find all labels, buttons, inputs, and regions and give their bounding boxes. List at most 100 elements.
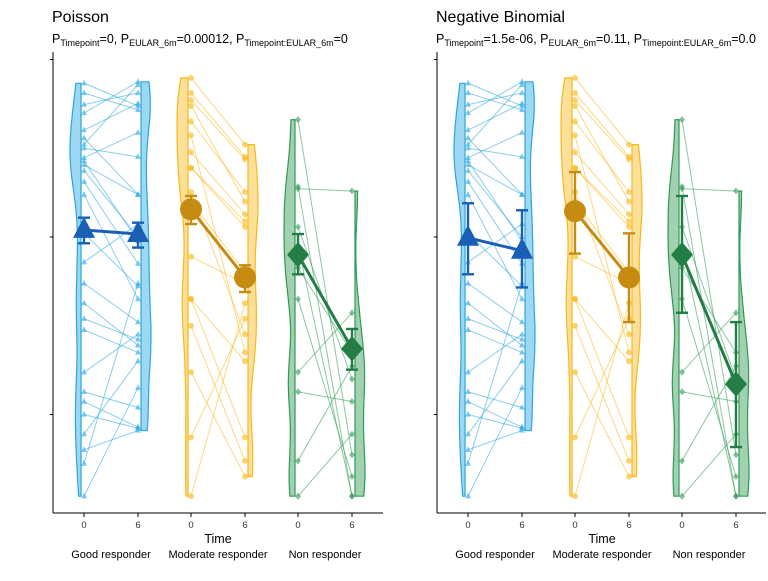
panel-subtitle: PTimepoint=1.5e-06, PEULAR_6m=0.11, PTim… (436, 32, 756, 48)
individual-point-t6 (733, 492, 739, 500)
individual-point-t0 (572, 493, 578, 500)
individual-point-t0 (295, 368, 301, 376)
x-tick-label: 6 (349, 520, 354, 531)
individual-line (83, 82, 139, 107)
panel-title: Negative Binomial (436, 9, 565, 26)
individual-line (574, 167, 630, 228)
x-tick-label: 6 (626, 520, 631, 531)
individual-point-t0 (295, 223, 301, 231)
individual-line (681, 391, 737, 403)
individual-line (83, 387, 139, 497)
individual-point-t0 (188, 89, 194, 96)
individual-point-t0 (188, 118, 194, 125)
individual-point-t0 (188, 149, 194, 156)
individual-line (467, 194, 523, 300)
individual-point-t0 (188, 96, 194, 103)
group-label: Moderate responder (168, 549, 267, 561)
individual-point-t0 (188, 296, 194, 303)
individual-point-t0 (465, 326, 471, 332)
group-label: Non responder (673, 549, 746, 561)
summary-point-t0 (564, 200, 586, 223)
individual-point-t6 (519, 318, 525, 325)
individual-point-t0 (188, 102, 194, 109)
individual-point-t0 (465, 299, 471, 306)
individual-point-t6 (519, 295, 525, 302)
group-label: Non responder (289, 549, 362, 561)
individual-line (190, 371, 246, 477)
individual-point-t6 (135, 129, 141, 135)
x-tick-label: 6 (135, 520, 140, 531)
individual-line (297, 245, 353, 497)
individual-line (83, 164, 139, 196)
individual-point-t0 (81, 492, 87, 499)
individual-point-t6 (135, 78, 141, 85)
individual-point-t0 (188, 369, 194, 376)
individual-point-t0 (572, 74, 578, 81)
individual-line (681, 267, 737, 353)
individual-point-t6 (242, 358, 248, 365)
individual-point-t0 (81, 101, 87, 107)
individual-point-t0 (81, 388, 87, 395)
individual-point-t6 (626, 198, 632, 205)
summary-line (680, 254, 738, 385)
individual-point-t6 (242, 300, 248, 307)
individual-point-t0 (679, 388, 685, 396)
x-axis-label: Time (588, 532, 615, 546)
individual-point-t6 (135, 426, 141, 433)
individual-point-t0 (572, 369, 578, 376)
summary-point-t0 (287, 242, 309, 268)
individual-point-t0 (465, 141, 471, 147)
individual-point-t0 (465, 157, 471, 164)
individual-line (83, 92, 139, 111)
individual-point-t6 (733, 187, 739, 195)
individual-line (574, 92, 630, 158)
individual-line (574, 325, 630, 462)
individual-line (574, 298, 630, 438)
individual-line (297, 365, 353, 462)
x-tick-label: 0 (679, 520, 684, 531)
individual-point-t0 (465, 178, 471, 184)
individual-line (83, 283, 139, 464)
y-tick-label: 1 (42, 410, 47, 421)
individual-point-t6 (519, 191, 525, 197)
individual-line (190, 151, 246, 215)
individual-line (83, 401, 139, 428)
individual-point-t0 (572, 434, 578, 441)
individual-point-t0 (572, 96, 578, 103)
violin-t0 (667, 119, 680, 497)
x-tick-label: 6 (519, 520, 524, 531)
individual-line (681, 298, 737, 477)
y-tick-label: 100 (415, 233, 431, 244)
individual-line (190, 298, 246, 438)
individual-point-t0 (81, 446, 87, 452)
x-tick-label: 0 (188, 520, 193, 531)
individual-point-t0 (465, 388, 471, 395)
individual-point-t0 (188, 74, 194, 81)
y-tick-label: 100 (31, 233, 47, 244)
individual-point-t6 (626, 218, 632, 225)
individual-point-t6 (519, 335, 525, 342)
individual-line (190, 302, 246, 497)
individual-point-t6 (519, 384, 525, 390)
individual-point-t0 (81, 79, 87, 86)
individual-point-t6 (242, 473, 248, 480)
individual-point-t6 (242, 331, 248, 338)
individual-line (297, 433, 353, 497)
individual-point-t6 (733, 309, 739, 317)
individual-line (83, 132, 139, 159)
individual-point-t6 (626, 189, 632, 196)
individual-line (297, 188, 353, 192)
individual-point-t0 (465, 154, 471, 160)
summary-line (573, 210, 631, 279)
panel-negative-binomial: Negative Binomial PTimepoint=1.5e-06, PEU… (415, 9, 766, 561)
individual-point-t6 (349, 473, 355, 480)
group-non-responder (283, 116, 366, 500)
y-tick-label: 1 (426, 410, 431, 421)
individual-line (83, 282, 139, 323)
individual-line (467, 360, 523, 435)
individual-line (467, 401, 523, 428)
violin-t6 (354, 190, 366, 497)
summary-point-t0 (180, 198, 202, 221)
individual-line (467, 82, 523, 107)
